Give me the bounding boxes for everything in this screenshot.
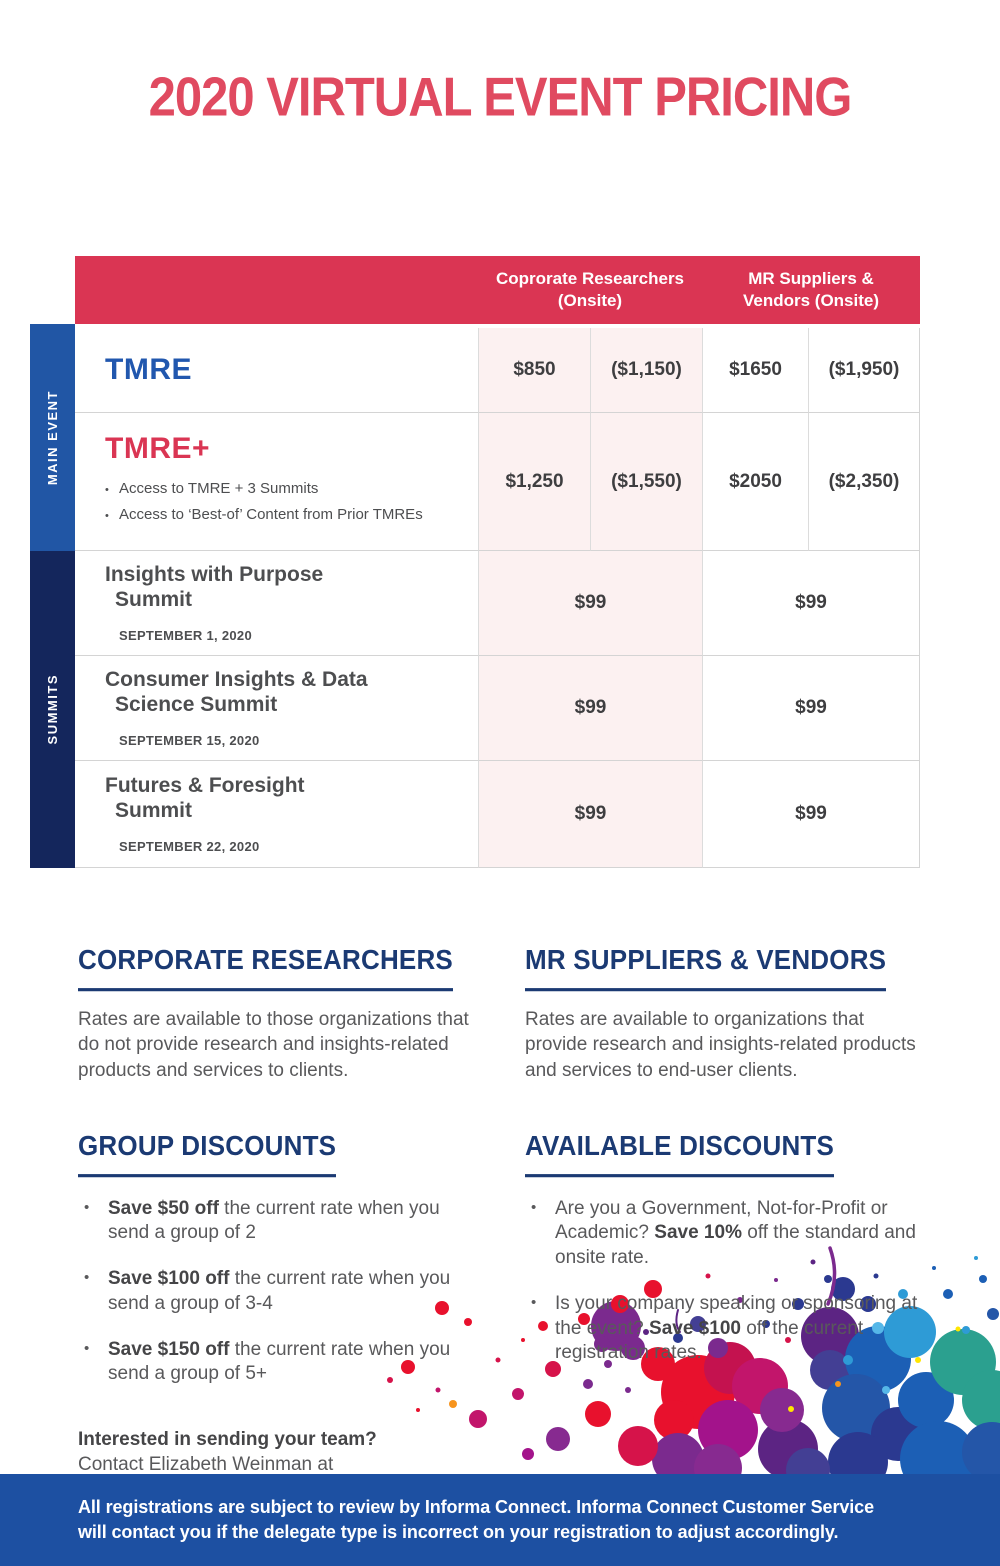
available-discounts-list: Are you a Government, Not-for-Profit or …: [525, 1197, 923, 1366]
price-cell: $850: [478, 328, 590, 413]
table-row-consumer-summit-name-cell: Consumer Insights & Data Science Summit …: [75, 656, 478, 761]
list-item: Are you a Government, Not-for-Profit or …: [525, 1197, 923, 1271]
discount-text: the current rate when you send a group o…: [108, 1268, 451, 1314]
price-cell: $1650: [702, 328, 808, 413]
discount-amount: Save $150 off: [108, 1338, 230, 1360]
table-row-futures-summit-name-cell: Futures & Foresight Summit SEPTEMBER 22,…: [75, 761, 478, 868]
summit-date: SEPTEMBER 1, 2020: [119, 627, 252, 643]
rail-summits: SUMMITS: [30, 551, 75, 868]
price-cell: ($1,150): [590, 328, 702, 413]
list-item: Is your company speaking or sponsoring a…: [525, 1292, 923, 1366]
price-cell: $99: [702, 551, 920, 656]
feature-item: Access to TMRE + 3 Summits: [105, 480, 478, 500]
price-cell: ($1,950): [808, 328, 920, 413]
discount-text: off the standard and onsite rate.: [555, 1222, 916, 1269]
info-column-left: CORPORATE RESEARCHERS Rates are availabl…: [78, 944, 476, 1528]
price-cell: ($2,350): [808, 413, 920, 551]
column-header-label: MR Suppliers & Vendors (Onsite): [742, 268, 880, 310]
discount-amount: Save $100 off: [108, 1268, 230, 1290]
section-heading: CORPORATE RESEARCHERS: [78, 944, 453, 992]
discount-amount: Save $50 off: [108, 1197, 219, 1219]
section-available-discounts: AVAILABLE DISCOUNTS Are you a Government…: [525, 1130, 923, 1366]
price-cell: $99: [702, 761, 920, 868]
discount-text: the current rate when you send a group o…: [108, 1338, 451, 1385]
summit-name: Consumer Insights & Data Science Summit: [105, 668, 368, 716]
section-body: Rates are available to organizations tha…: [525, 1009, 916, 1081]
feature-item: Access to ‘Best-of’ Content from Prior T…: [105, 506, 478, 526]
price-cell: $99: [478, 761, 702, 868]
price-cell: $99: [478, 656, 702, 761]
column-header-mr-suppliers: MR Suppliers & Vendors (Onsite): [702, 256, 920, 324]
info-column-right: MR SUPPLIERS & VENDORS Rates are availab…: [525, 944, 923, 1528]
summit-name: Futures & Foresight Summit: [105, 774, 305, 822]
footer-bar: All registrations are subject to review …: [0, 1474, 1000, 1566]
footer-disclaimer: All registrations are subject to review …: [78, 1496, 875, 1542]
discount-amount: Save $100: [649, 1317, 741, 1339]
table-row-tmre-plus-name-cell: TMRE+ Access to TMRE + 3 Summits Access …: [75, 413, 478, 551]
flyer-page: 2020 VIRTUAL EVENT PRICING Coprorate Res…: [0, 66, 1000, 1566]
price-cell: $99: [702, 656, 920, 761]
section-heading: AVAILABLE DISCOUNTS: [525, 1130, 835, 1178]
info-sections: CORPORATE RESEARCHERS Rates are availabl…: [78, 944, 923, 1528]
table-row-insights-summit-name-cell: Insights with Purpose Summit SEPTEMBER 1…: [75, 551, 478, 656]
rail-main-event-label: MAIN EVENT: [45, 389, 60, 486]
event-name-tmre-plus: TMRE+: [105, 431, 211, 465]
section-heading: GROUP DISCOUNTS: [78, 1130, 337, 1178]
contact-question: Interested in sending your team?: [78, 1428, 377, 1450]
list-item: Save $150 off the current rate when you …: [78, 1338, 476, 1387]
rail-main-event: MAIN EVENT: [30, 324, 75, 551]
summit-name: Insights with Purpose Summit: [105, 563, 324, 611]
group-discounts-list: Save $50 off the current rate when you s…: [78, 1197, 476, 1387]
section-group-discounts: GROUP DISCOUNTS Save $50 off the current…: [78, 1130, 476, 1387]
event-name-tmre: TMRE: [105, 353, 192, 386]
section-heading: MR SUPPLIERS & VENDORS: [525, 944, 887, 992]
section-body: Rates are available to those organizatio…: [78, 1009, 469, 1081]
tmre-plus-feature-list: Access to TMRE + 3 Summits Access to ‘Be…: [105, 480, 478, 532]
table-header-spacer: [75, 256, 478, 324]
summit-date: SEPTEMBER 22, 2020: [119, 838, 260, 854]
contact-line: Contact Elizabeth Weinman at: [78, 1454, 334, 1476]
section-mr-suppliers: MR SUPPLIERS & VENDORS Rates are availab…: [525, 944, 923, 1083]
discount-text: Are you a Government, Not-for-Profit or …: [555, 1197, 888, 1244]
price-cell: $99: [478, 551, 702, 656]
list-item: Save $100 off the current rate when you …: [78, 1267, 476, 1316]
discount-text: the current rate when you send a group o…: [108, 1197, 440, 1244]
price-cell: $1,250: [478, 413, 590, 551]
table-row-tmre-name-cell: TMRE: [75, 328, 478, 413]
list-item: Save $50 off the current rate when you s…: [78, 1197, 476, 1246]
column-header-label: Coprorate Researchers (Onsite): [495, 268, 685, 310]
discount-amount: Save 10%: [654, 1222, 742, 1244]
rail-summits-label: SUMMITS: [45, 674, 60, 745]
price-cell: $2050: [702, 413, 808, 551]
summit-date: SEPTEMBER 15, 2020: [119, 732, 260, 748]
page-title: 2020 VIRTUAL EVENT PRICING: [148, 67, 853, 128]
price-cell: ($1,550): [590, 413, 702, 551]
section-corporate-researchers: CORPORATE RESEARCHERS Rates are availabl…: [78, 944, 476, 1083]
pricing-table: Coprorate Researchers (Onsite) MR Suppli…: [30, 256, 920, 868]
column-header-corporate-researchers: Coprorate Researchers (Onsite): [478, 256, 702, 324]
